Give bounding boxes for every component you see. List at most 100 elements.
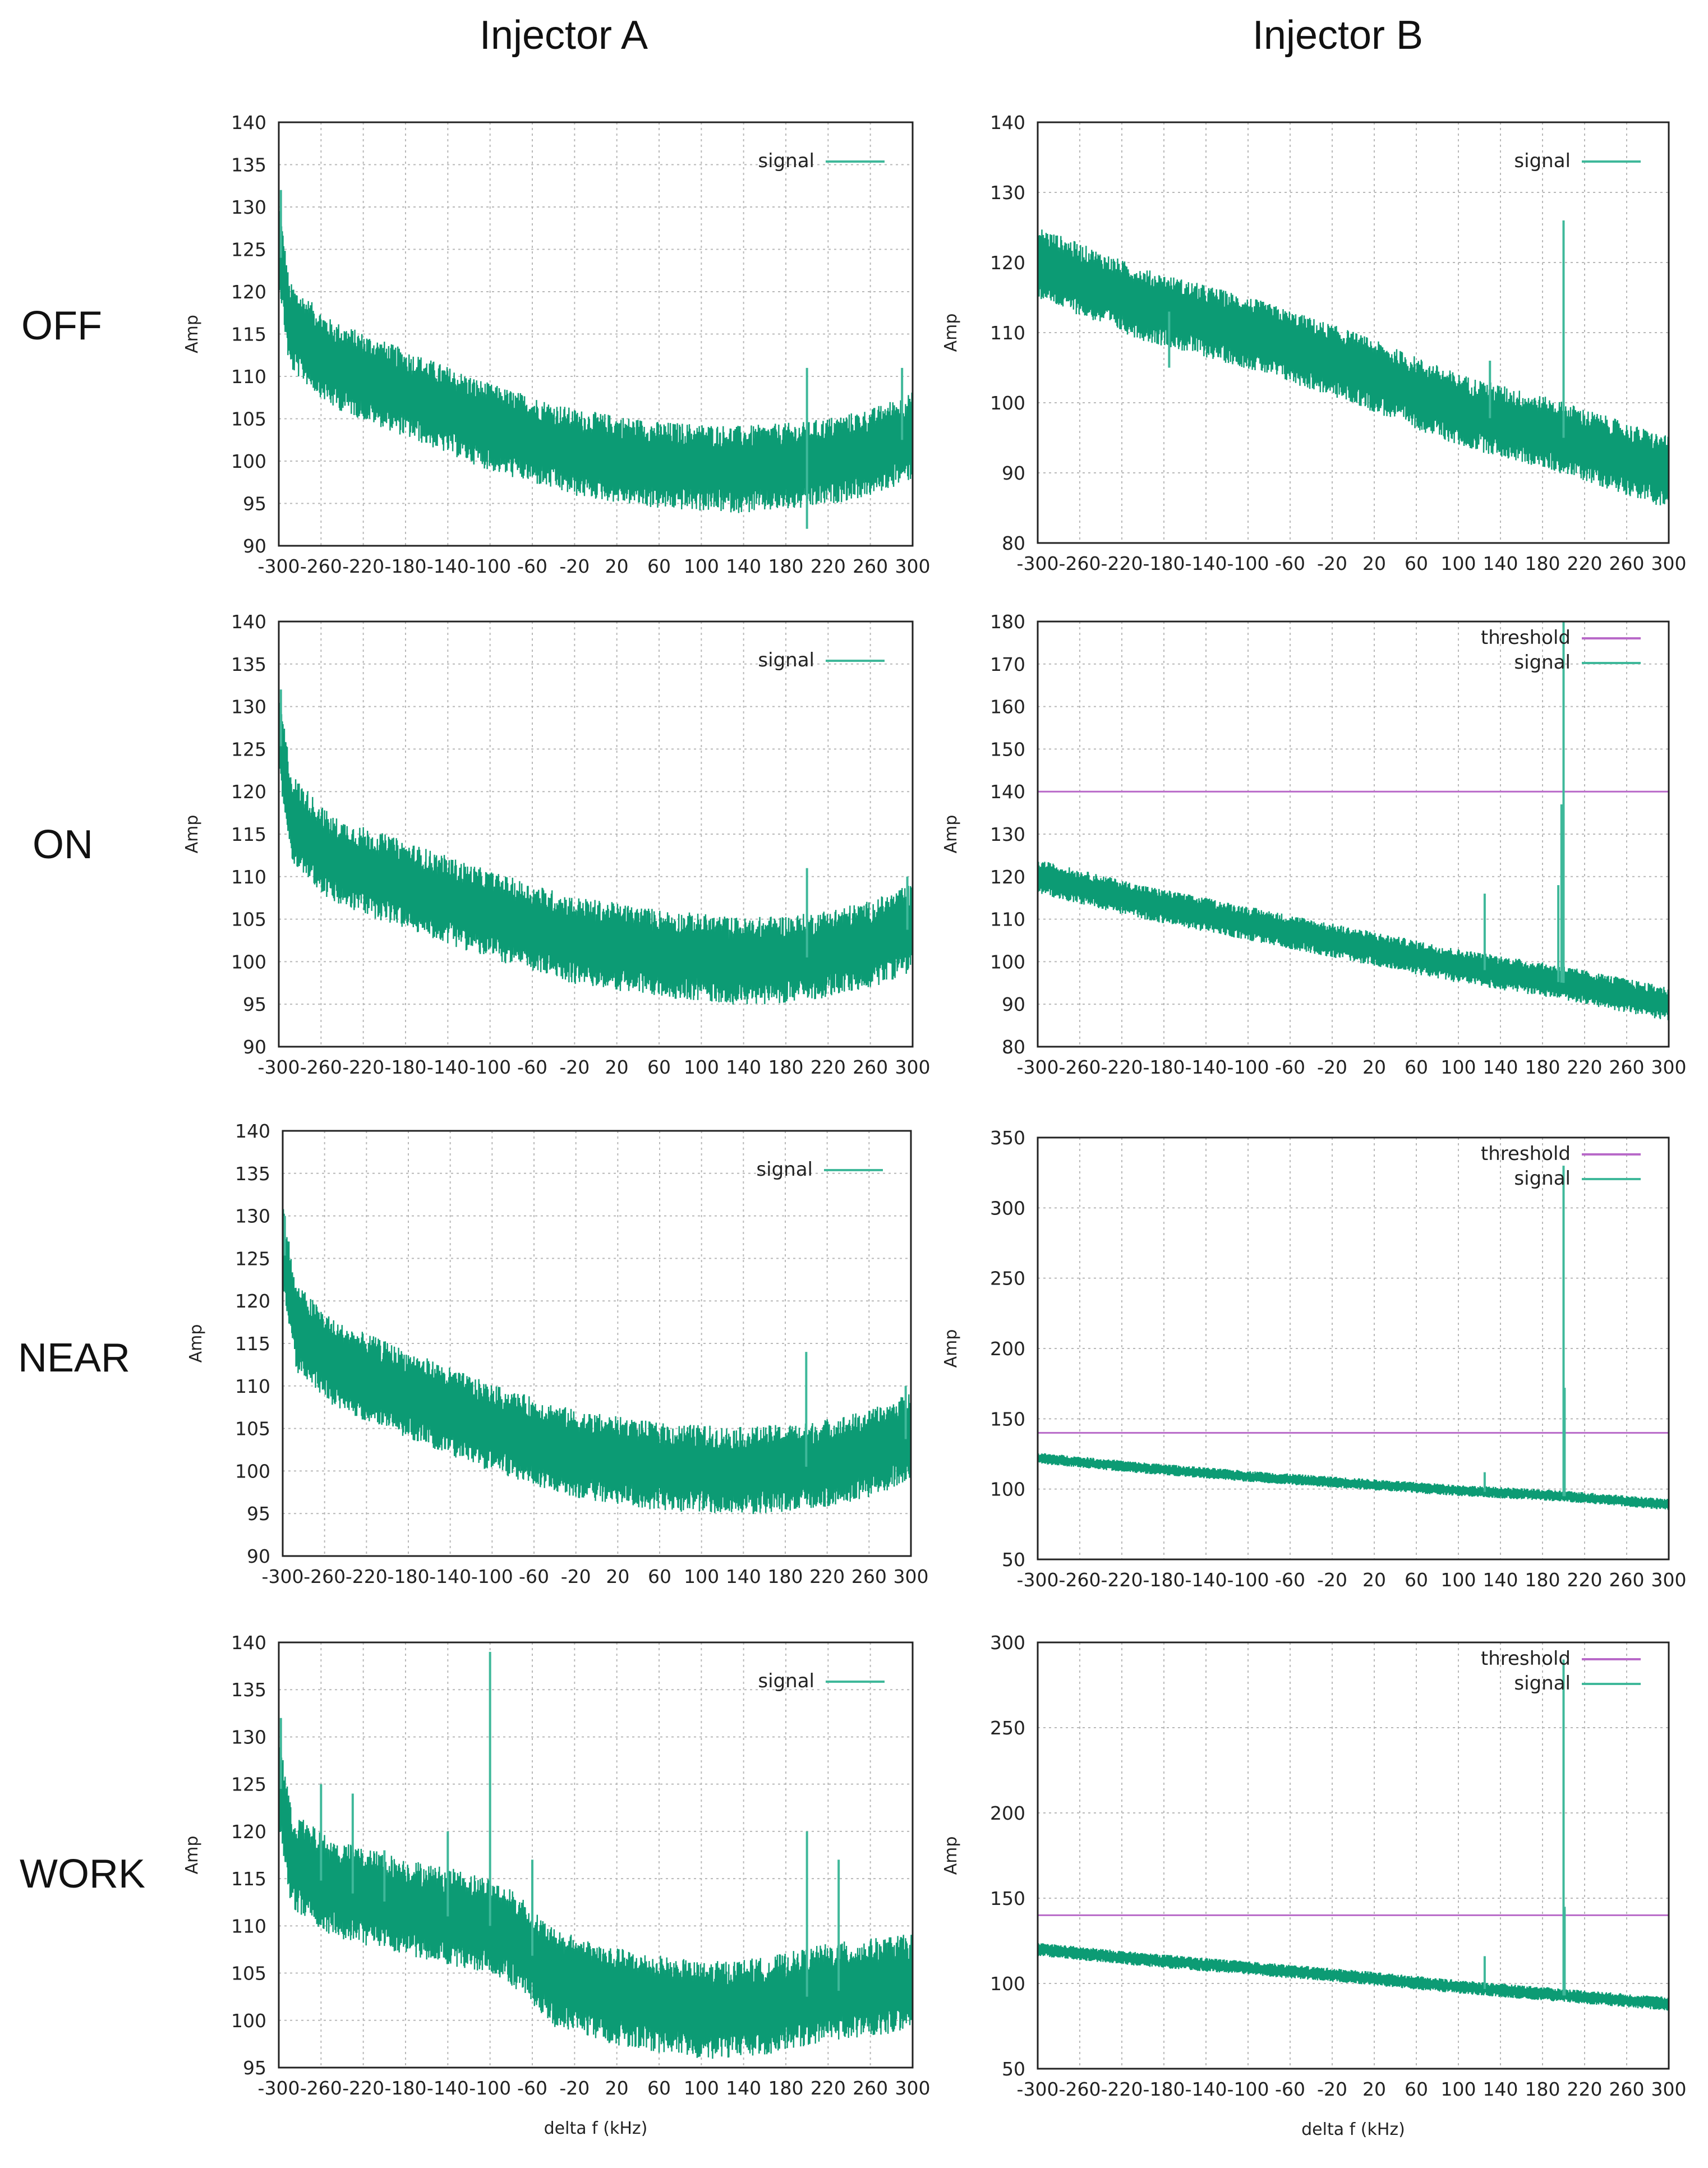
y-tick-label: 140 — [990, 781, 1025, 803]
x-tick-label: 140 — [1483, 553, 1518, 574]
x-tick-label: -100 — [469, 1056, 511, 1078]
x-tick-label: 100 — [684, 1056, 719, 1078]
x-tick-label: 60 — [1405, 1056, 1428, 1078]
x-tick-label: -260 — [300, 2077, 342, 2099]
y-tick-label: 115 — [235, 1333, 270, 1355]
y-tick-label: 200 — [990, 1802, 1025, 1824]
y-tick-label: 115 — [231, 324, 266, 346]
y-tick-label: 180 — [990, 611, 1025, 633]
x-tick-label: 220 — [1567, 2078, 1603, 2100]
x-tick-label: -180 — [1143, 2078, 1185, 2100]
x-tick-label: 100 — [684, 555, 719, 577]
x-tick-label: -220 — [346, 1566, 388, 1587]
y-tick-label: 125 — [231, 239, 266, 261]
x-tick-label: -180 — [1143, 1569, 1185, 1591]
x-tick-label: 60 — [1405, 553, 1428, 574]
row-label-off: OFF — [21, 303, 102, 348]
x-tick-label: -60 — [517, 555, 547, 577]
x-tick-label: -20 — [1317, 1569, 1347, 1591]
y-tick-label: 90 — [1002, 462, 1025, 484]
y-tick-label: 90 — [243, 1036, 266, 1058]
column-title-injector-a: Injector A — [479, 13, 648, 58]
y-tick-label: 135 — [235, 1163, 270, 1185]
y-tick-label: 100 — [235, 1460, 270, 1482]
y-tick-label: 95 — [243, 2057, 266, 2079]
y-tick-label: 110 — [231, 866, 266, 888]
y-axis-label: Amp — [182, 815, 202, 854]
x-tick-label: -60 — [1275, 1569, 1305, 1591]
x-tick-label: 220 — [1567, 1056, 1603, 1078]
legend-label-signal: signal — [756, 1158, 813, 1181]
x-tick-label: -140 — [429, 1566, 471, 1587]
y-tick-label: 100 — [231, 2010, 266, 2032]
signal-trace — [279, 205, 913, 513]
y-tick-label: 130 — [231, 1726, 266, 1748]
y-tick-label: 115 — [231, 823, 266, 845]
x-tick-label: -100 — [1227, 2078, 1269, 2100]
y-tick-label: 160 — [990, 696, 1025, 718]
x-tick-label: -220 — [342, 1056, 384, 1078]
y-axis-label: Amp — [941, 1329, 961, 1368]
x-tick-label: -300 — [262, 1566, 304, 1587]
y-axis-label: Amp — [941, 815, 961, 854]
x-tick-label: -220 — [342, 2077, 384, 2099]
chart-a-off: -300 -260 -220 -180 -140 -100 -60 -20 20 60 100 140… — [182, 112, 931, 577]
y-tick-label: 100 — [990, 951, 1025, 973]
y-tick-label: 90 — [247, 1545, 270, 1567]
x-tick-label: 60 — [647, 1056, 671, 1078]
x-tick-label: 180 — [768, 1566, 803, 1587]
x-tick-label: 100 — [684, 1566, 719, 1587]
y-tick-label: 105 — [231, 909, 266, 931]
y-tick-label: 130 — [235, 1205, 270, 1227]
legend-label-threshold: threshold — [1481, 627, 1571, 649]
x-tick-label: -180 — [1143, 1056, 1185, 1078]
y-tick-label: 50 — [1002, 1549, 1025, 1571]
y-tick-label: 130 — [231, 696, 266, 718]
x-tick-label: -220 — [1101, 1056, 1143, 1078]
x-tick-label: -180 — [385, 2077, 427, 2099]
chart-b-work: -300 -260 -220 -180 -140 -100 -60 -20 20 60 100 140… — [941, 1632, 1687, 2139]
x-tick-label: 300 — [895, 1056, 931, 1078]
x-tick-label: 100 — [1441, 1056, 1476, 1078]
y-tick-label: 130 — [990, 823, 1025, 845]
x-tick-label: 300 — [895, 555, 931, 577]
y-tick-label: 95 — [243, 493, 266, 515]
x-tick-label: 260 — [851, 1566, 887, 1587]
x-tick-label: -100 — [469, 2077, 511, 2099]
plot-frame — [278, 121, 914, 547]
x-tick-label: 60 — [647, 555, 671, 577]
x-tick-label: -260 — [303, 1566, 346, 1587]
y-tick-label: 135 — [231, 154, 266, 176]
x-tick-label: 260 — [1609, 2078, 1645, 2100]
x-tick-label: 20 — [605, 2077, 629, 2099]
chart-b-on: -300 -260 -220 -180 -140 -100 -60 -20 20 60 100 140… — [941, 611, 1687, 1078]
row-label-on: ON — [33, 822, 93, 867]
y-tick-label: 90 — [243, 535, 266, 557]
y-tick-label: 350 — [990, 1127, 1025, 1149]
plot-frame — [278, 620, 914, 1048]
y-tick-label: 140 — [231, 1632, 266, 1654]
x-tick-label: 100 — [1441, 1569, 1476, 1591]
x-tick-label: 260 — [853, 2077, 888, 2099]
x-tick-label: -60 — [1275, 1056, 1305, 1078]
x-tick-label: -220 — [1101, 1569, 1143, 1591]
y-axis-label: Amp — [941, 314, 961, 352]
x-tick-label: 60 — [1405, 2078, 1428, 2100]
x-tick-label: 140 — [1483, 1056, 1518, 1078]
x-tick-label: -260 — [1059, 1569, 1101, 1591]
y-tick-label: 200 — [990, 1338, 1025, 1360]
x-tick-label: 20 — [605, 1056, 629, 1078]
x-tick-label: -180 — [385, 555, 427, 577]
y-tick-label: 135 — [231, 653, 266, 675]
x-tick-label: 100 — [1441, 2078, 1476, 2100]
y-axis-label: Amp — [186, 1324, 206, 1363]
plot-frame — [1037, 1641, 1670, 2070]
y-tick-label: 250 — [990, 1717, 1025, 1739]
x-tick-label: 140 — [726, 1566, 761, 1587]
y-axis-label: Amp — [941, 1836, 961, 1875]
legend-label-signal: signal — [1514, 150, 1571, 172]
x-tick-label: -100 — [469, 555, 511, 577]
x-tick-label: -20 — [559, 555, 590, 577]
x-tick-label: -260 — [1059, 553, 1101, 574]
